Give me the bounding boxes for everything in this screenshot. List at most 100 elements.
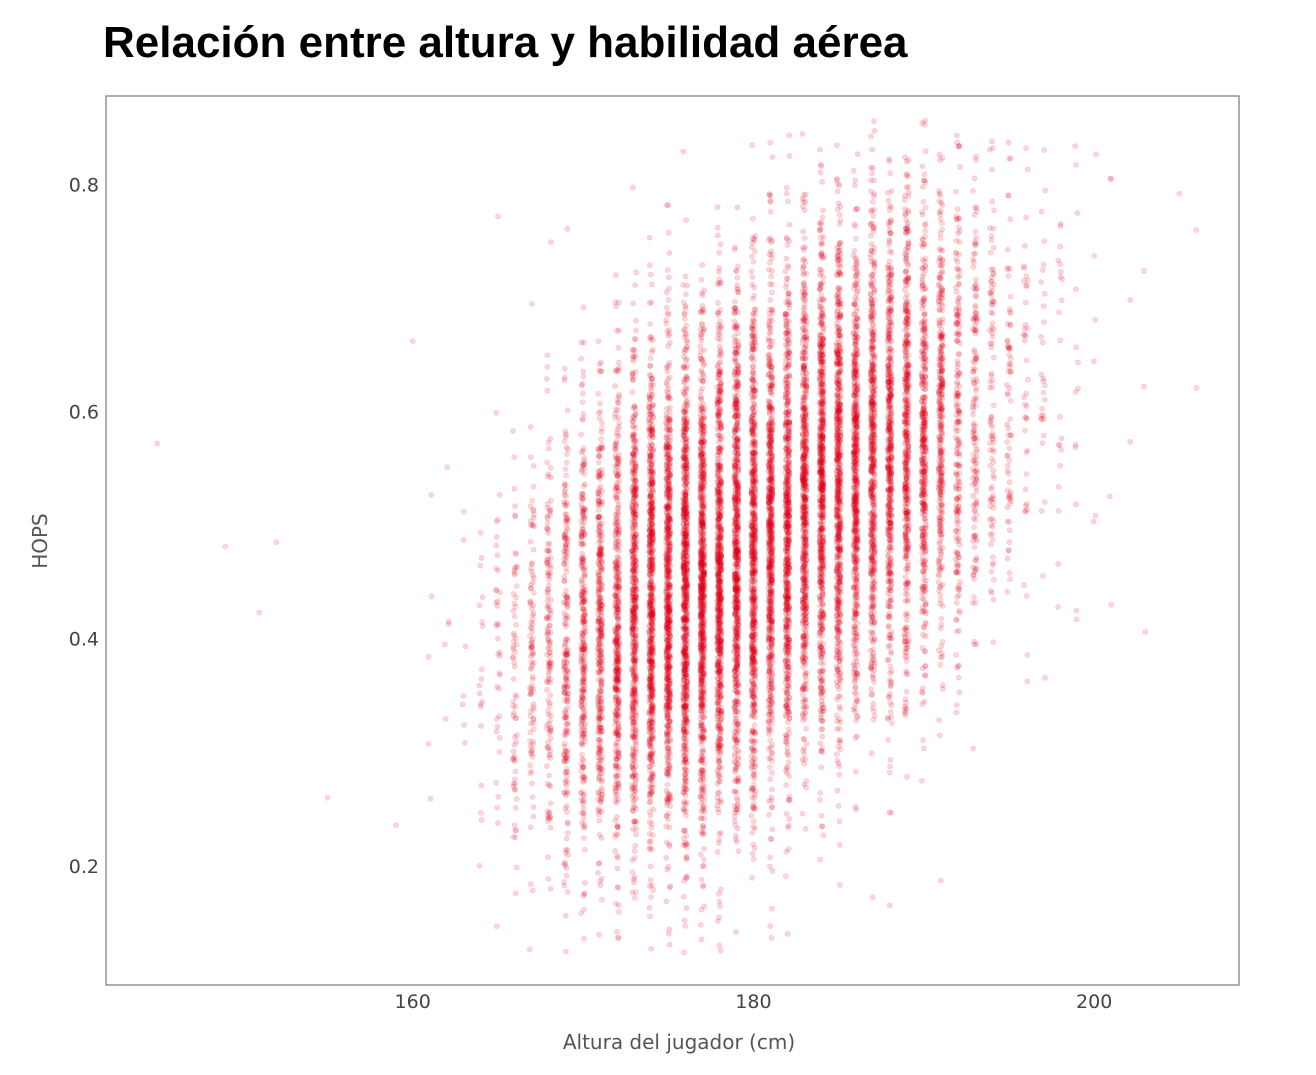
scatter-point <box>784 587 791 593</box>
scatter-point <box>580 815 587 822</box>
scatter-point <box>510 654 516 660</box>
scatter-point <box>1092 512 1099 519</box>
scatter-point <box>616 569 623 576</box>
scatter-point <box>768 367 775 374</box>
scatter-point <box>970 251 977 258</box>
scatter-point <box>833 648 840 654</box>
scatter-point <box>581 935 587 942</box>
scatter-point <box>614 485 620 492</box>
scatter-point <box>527 743 534 750</box>
scatter-point <box>886 156 892 162</box>
scatter-point <box>629 782 636 788</box>
scatter-point <box>783 492 790 499</box>
scatter-point <box>937 346 943 352</box>
scatter-point <box>869 170 875 177</box>
scatter-point <box>510 748 517 755</box>
scatter-point <box>664 562 671 568</box>
scatter-point <box>698 906 705 913</box>
scatter-point <box>852 429 858 436</box>
scatter-point <box>632 282 638 289</box>
scatter-point <box>990 467 997 474</box>
scatter-point <box>698 486 704 493</box>
scatter-point <box>750 215 756 222</box>
scatter-point <box>1004 452 1011 459</box>
scatter-point <box>631 542 638 549</box>
scatter-point <box>1025 376 1031 383</box>
scatter-point <box>1021 242 1028 249</box>
scatter-point <box>597 653 604 660</box>
scatter-point <box>799 425 806 431</box>
scatter-point <box>920 632 926 638</box>
scatter-point <box>1042 675 1048 681</box>
scatter-point <box>699 609 706 616</box>
scatter-point <box>902 516 908 523</box>
scatter-point <box>493 728 500 735</box>
scatter-point <box>1041 499 1048 505</box>
scatter-point <box>901 631 908 637</box>
scatter-point <box>598 425 605 432</box>
scatter-point <box>664 745 671 751</box>
scatter-point <box>990 639 997 646</box>
scatter-point <box>733 929 739 935</box>
scatter-point <box>681 447 687 453</box>
scatter-point <box>579 764 586 771</box>
scatter-point <box>783 663 790 669</box>
scatter-point <box>666 250 673 256</box>
scatter-point <box>769 905 775 912</box>
scatter-point <box>769 492 776 498</box>
scatter-point <box>1041 396 1048 403</box>
scatter-point <box>1041 290 1048 297</box>
scatter-point <box>853 695 860 702</box>
scatter-point <box>782 484 789 490</box>
scatter-point <box>701 845 708 852</box>
scatter-point <box>751 611 758 617</box>
scatter-point <box>834 751 840 757</box>
scatter-point <box>833 511 840 517</box>
scatter-point <box>869 602 876 608</box>
scatter-point <box>920 183 926 190</box>
scatter-point <box>632 460 639 467</box>
scatter-point <box>510 698 517 705</box>
scatter-point <box>681 766 688 772</box>
scatter-point <box>902 696 909 703</box>
scatter-point <box>547 464 554 471</box>
scatter-point <box>749 332 756 339</box>
scatter-point <box>1024 447 1031 454</box>
scatter-point <box>564 788 571 795</box>
scatter-point <box>698 276 705 283</box>
scatter-point <box>885 656 892 663</box>
scatter-point <box>530 676 536 682</box>
scatter-point <box>562 482 569 489</box>
scatter-point <box>701 624 707 631</box>
scatter-point <box>887 170 894 176</box>
scatter-point <box>663 898 670 905</box>
scatter-point <box>852 408 859 415</box>
scatter-point <box>715 312 722 318</box>
scatter-point <box>921 295 928 302</box>
scatter-point <box>700 727 706 734</box>
scatter-point <box>783 374 790 380</box>
scatter-point <box>530 813 537 820</box>
scatter-point <box>768 934 775 941</box>
scatter-point <box>646 571 653 577</box>
scatter-point <box>970 401 977 408</box>
scatter-point <box>682 495 689 502</box>
scatter-point <box>955 330 962 337</box>
scatter-point <box>1023 214 1029 221</box>
scatter-point <box>733 576 739 582</box>
scatter-point <box>837 300 844 307</box>
scatter-point <box>902 438 909 445</box>
scatter-point <box>783 491 790 498</box>
scatter-point <box>905 183 912 190</box>
scatter-point <box>885 365 892 371</box>
scatter-point <box>850 541 857 548</box>
scatter-point <box>580 445 587 452</box>
scatter-point <box>851 470 857 477</box>
scatter-point <box>852 235 859 242</box>
scatter-point <box>680 281 687 288</box>
scatter-point <box>665 465 671 472</box>
scatter-point <box>428 593 435 600</box>
scatter-point <box>751 494 758 501</box>
scatter-point <box>717 504 724 511</box>
scatter-point <box>834 413 841 419</box>
